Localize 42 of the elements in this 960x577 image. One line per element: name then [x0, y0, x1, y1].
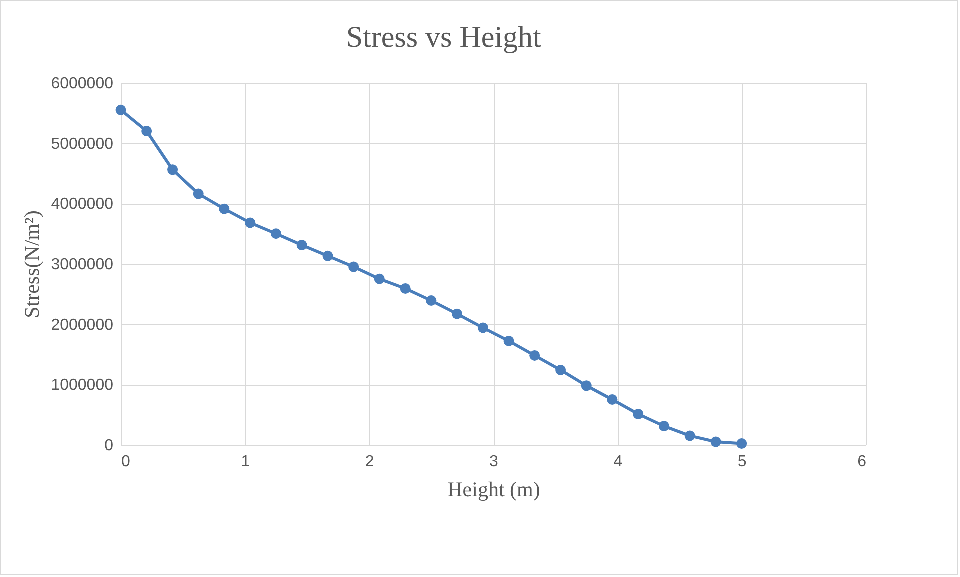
x-tick-label: 0	[122, 454, 130, 470]
y-axis-title: Stress(N/m²)	[20, 210, 44, 318]
point	[270, 228, 282, 240]
point	[219, 204, 230, 214]
x-tick-label: 2	[365, 454, 374, 470]
point	[452, 308, 462, 320]
point	[374, 274, 385, 284]
x-tick-label: 6	[858, 454, 867, 470]
point	[710, 436, 722, 448]
x-tick-label: 1	[241, 454, 250, 470]
point	[193, 188, 204, 200]
point	[478, 322, 488, 334]
y-tick-label: 4000000	[51, 196, 114, 214]
x-axis-title: Height (m)	[448, 478, 540, 502]
point	[142, 126, 152, 136]
y-tick-label: 2000000	[51, 316, 114, 334]
point	[116, 104, 126, 116]
point	[607, 394, 618, 405]
x-tick-label: 5	[738, 454, 747, 470]
y-tick-label: 1000000	[51, 377, 114, 394]
point	[322, 250, 334, 262]
point	[633, 408, 644, 420]
point	[400, 284, 411, 294]
chart-title: Stress vs Height	[346, 21, 542, 54]
point	[684, 430, 696, 442]
y-tick-label: 3000000	[51, 256, 114, 274]
point	[168, 164, 178, 176]
point	[530, 350, 540, 361]
point	[296, 240, 308, 251]
point	[581, 380, 592, 392]
point	[426, 296, 437, 306]
point	[736, 438, 748, 450]
y-tick-label: 5000000	[51, 136, 114, 153]
point	[245, 218, 256, 228]
y-tick-label: 6000000	[51, 76, 114, 92]
point	[658, 421, 670, 432]
x-tick-label: 3	[490, 454, 499, 470]
point	[556, 364, 566, 376]
x-tick-label: 4	[614, 454, 623, 470]
y-tick-label: 0	[104, 438, 114, 454]
point	[348, 262, 360, 272]
point	[504, 336, 514, 346]
